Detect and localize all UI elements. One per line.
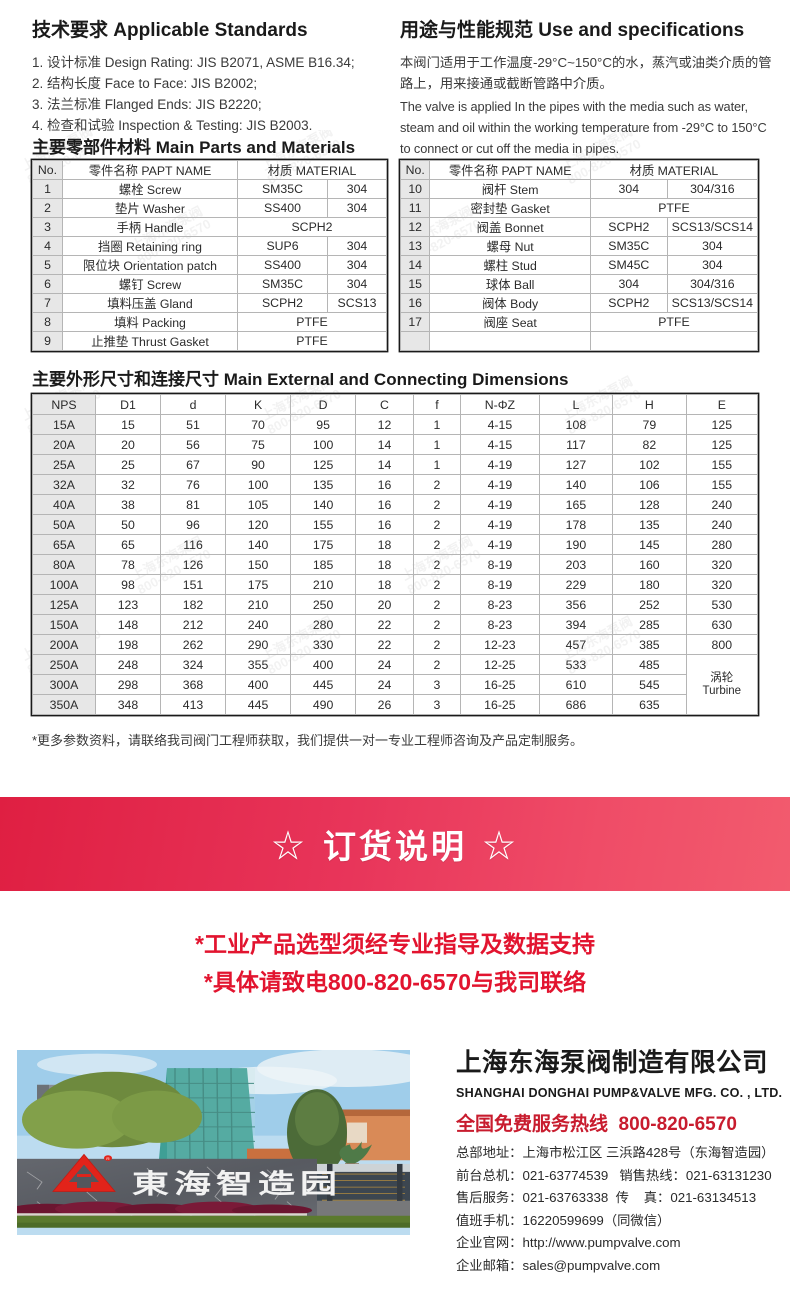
- svg-text:東海智造园: 東海智造园: [132, 1169, 342, 1199]
- svg-text:R: R: [106, 1156, 109, 1160]
